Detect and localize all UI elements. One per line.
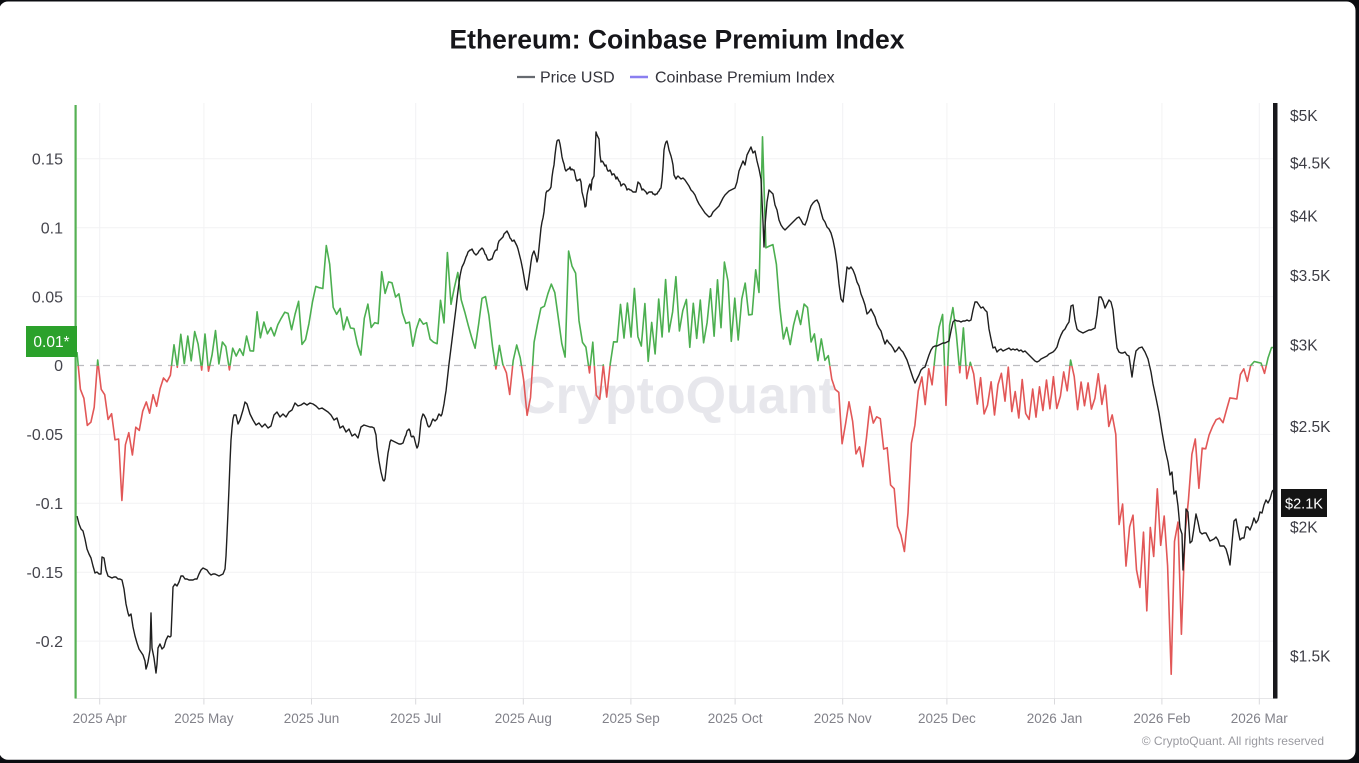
svg-text:-0.2: -0.2 [35,634,63,651]
svg-text:-0.05: -0.05 [27,427,64,444]
svg-text:2025 Aug: 2025 Aug [495,711,552,726]
svg-text:2025 Nov: 2025 Nov [814,711,872,726]
svg-text:0.01*: 0.01* [33,334,69,351]
svg-text:Price USD: Price USD [540,70,615,87]
svg-text:$5K: $5K [1290,108,1318,125]
svg-text:2025 Jun: 2025 Jun [284,711,340,726]
svg-text:$1.5K: $1.5K [1290,649,1331,666]
svg-text:$3K: $3K [1290,337,1318,354]
svg-text:$4.5K: $4.5K [1290,155,1331,172]
svg-text:2025 Jul: 2025 Jul [390,711,441,726]
svg-text:2026 Jan: 2026 Jan [1027,711,1083,726]
svg-text:Ethereum: Coinbase Premium Ind: Ethereum: Coinbase Premium Index [449,25,904,55]
svg-text:2026 Mar: 2026 Mar [1231,711,1289,726]
svg-text:CryptoQuant: CryptoQuant [518,367,836,425]
svg-text:0.15: 0.15 [32,152,63,169]
svg-text:2025 Oct: 2025 Oct [708,711,763,726]
svg-text:$2.1K: $2.1K [1285,497,1323,513]
svg-text:2025 Sep: 2025 Sep [602,711,660,726]
svg-text:$2.5K: $2.5K [1290,419,1331,436]
svg-text:© CryptoQuant. All rights rese: © CryptoQuant. All rights reserved [1142,734,1324,748]
svg-text:0.1: 0.1 [41,220,63,237]
svg-text:0: 0 [54,358,63,375]
svg-text:$3.5K: $3.5K [1290,268,1331,285]
svg-text:-0.1: -0.1 [35,496,63,513]
svg-text:0.05: 0.05 [32,289,63,306]
svg-text:2025 Apr: 2025 Apr [73,711,128,726]
svg-text:2025 Dec: 2025 Dec [918,711,976,726]
svg-text:2025 May: 2025 May [174,711,234,726]
svg-text:Coinbase Premium Index: Coinbase Premium Index [655,70,835,87]
svg-text:-0.15: -0.15 [27,565,64,582]
svg-text:$4K: $4K [1290,208,1318,225]
svg-text:$2K: $2K [1290,519,1318,536]
svg-text:2026 Feb: 2026 Feb [1133,711,1190,726]
